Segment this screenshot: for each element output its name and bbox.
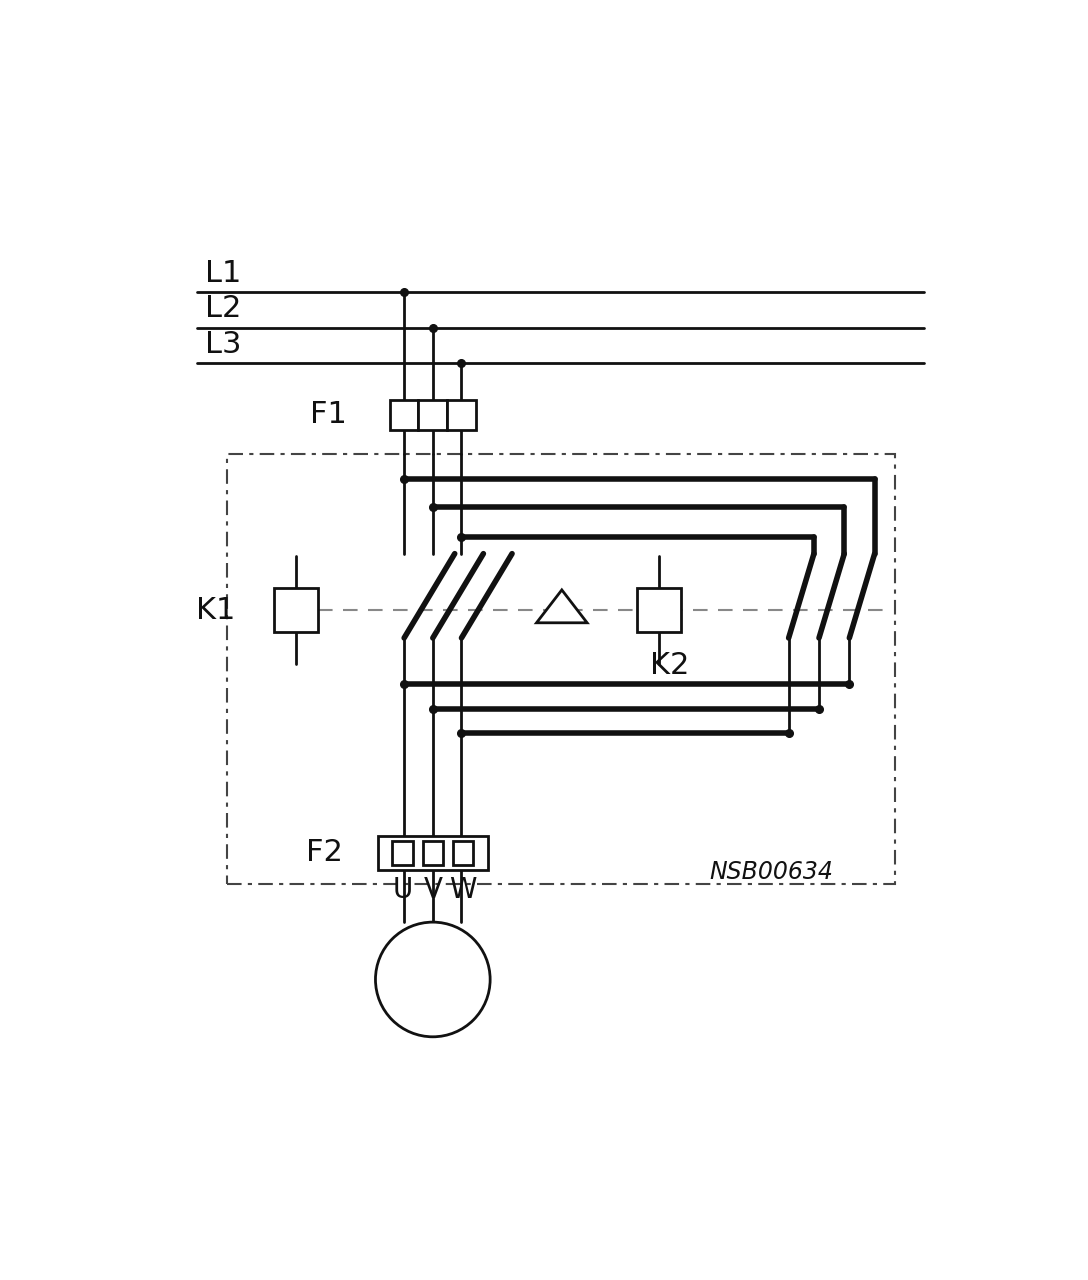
Text: U: U [393,876,412,904]
Text: L1: L1 [206,259,242,288]
Text: K1: K1 [196,595,235,625]
Text: W: W [449,876,477,904]
Text: F1: F1 [310,401,347,429]
Text: F2: F2 [306,838,343,868]
Bar [447,401,475,430]
Text: 3~: 3~ [415,986,452,1010]
Bar [636,589,681,632]
Text: M: M [418,950,448,979]
Bar [390,401,419,430]
Bar [453,841,473,865]
Bar [393,841,412,865]
Bar [419,401,447,430]
Circle shape [375,922,490,1037]
Text: K2: K2 [651,650,690,680]
Bar [227,454,895,884]
Text: V: V [423,876,443,904]
Text: L3: L3 [206,330,242,358]
Text: NSB00634: NSB00634 [709,860,833,884]
Bar [274,589,318,632]
Polygon shape [536,590,588,623]
Bar [422,841,443,865]
Bar [378,836,487,870]
Text: L2: L2 [206,294,242,324]
